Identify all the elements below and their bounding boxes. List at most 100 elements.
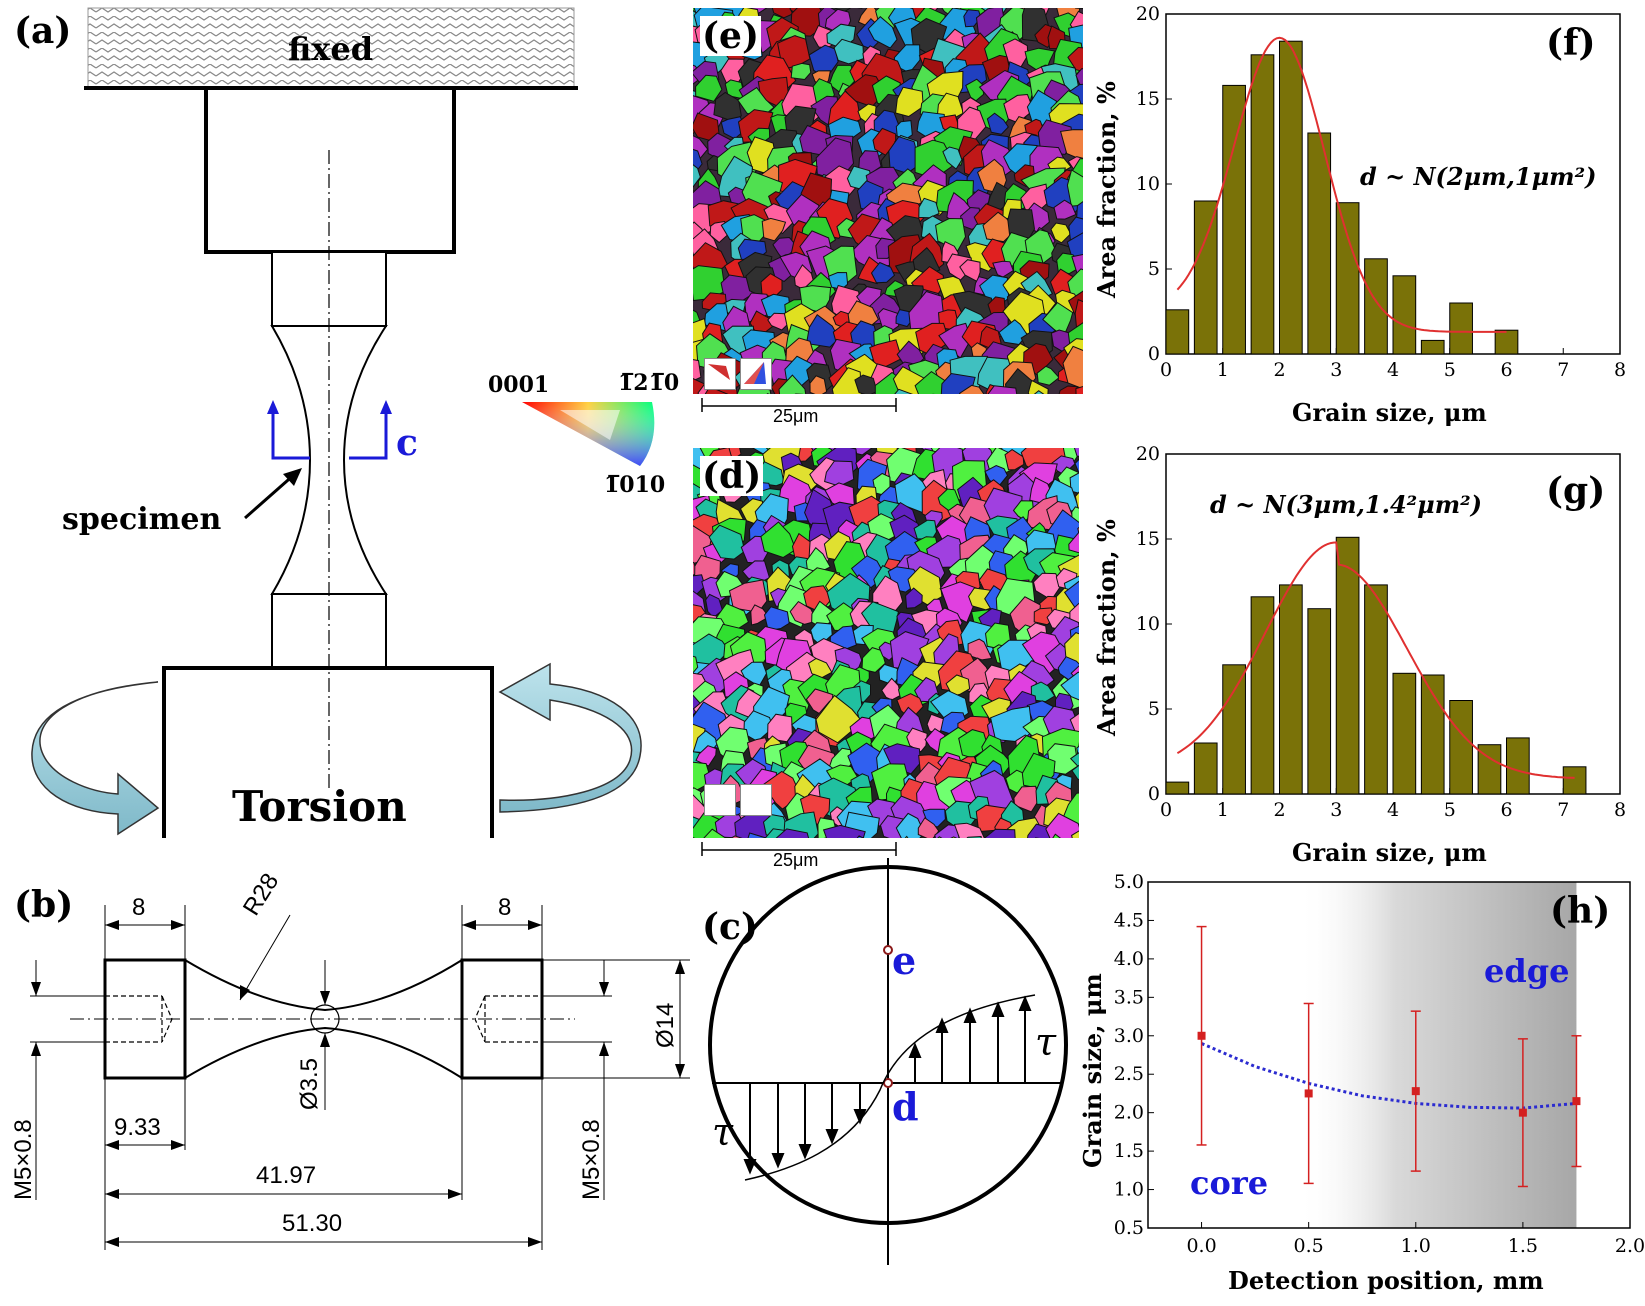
section-c-label: c — [396, 422, 418, 464]
section-c-marker — [271, 410, 388, 460]
y-tick-label: 0 — [1148, 343, 1160, 365]
grain — [1074, 8, 1083, 10]
chart-g-xlabel: Grain size, μm — [1292, 838, 1487, 867]
grain — [967, 638, 993, 661]
chart-h-xlabel: Detection position, mm — [1228, 1266, 1544, 1295]
grain — [966, 835, 982, 838]
panel-e-label: (e) — [700, 15, 761, 57]
x-tick-label: 6 — [1500, 799, 1512, 821]
grain — [809, 375, 828, 394]
grain — [856, 835, 865, 838]
fit-curve — [1176, 541, 1575, 779]
histogram-bar — [1506, 737, 1530, 795]
grain — [1053, 199, 1077, 220]
panel-a-label: (a) — [14, 10, 72, 52]
ipf-1010-label: 1̅010 — [604, 472, 666, 498]
histogram-bar — [1494, 329, 1519, 355]
y-tick-label: 10 — [1136, 613, 1160, 635]
grain — [760, 521, 797, 559]
grain — [1050, 222, 1072, 244]
grain — [1027, 379, 1049, 394]
grain — [693, 359, 702, 382]
core-annotation: core — [1190, 1164, 1269, 1202]
grain — [1074, 491, 1079, 510]
histogram-bar — [1562, 766, 1587, 795]
grain — [1063, 580, 1079, 611]
grain — [1045, 812, 1079, 838]
ebsd-e-legend-icon-2 — [740, 358, 772, 390]
grain — [805, 313, 840, 348]
x-tick-label: 1 — [1217, 799, 1229, 821]
grain — [960, 206, 983, 230]
grain — [833, 38, 865, 65]
grain — [695, 74, 723, 102]
chart-g: 0 1 2 3 4 5 6 7 8 0 5 10 15 20 — [1136, 443, 1630, 870]
grain — [1058, 385, 1078, 394]
grain — [870, 261, 896, 284]
grain — [747, 832, 768, 838]
grain — [894, 388, 914, 394]
grain — [983, 828, 1016, 838]
grain — [771, 8, 794, 19]
data-point — [1304, 1089, 1313, 1098]
lower-grip — [162, 666, 494, 838]
tau-left-label: τ — [712, 1110, 734, 1154]
histogram-bar — [1449, 302, 1473, 355]
grain — [695, 745, 717, 767]
grain — [1073, 448, 1079, 457]
grain — [789, 600, 818, 625]
edge-annotation: edge — [1484, 952, 1570, 990]
grain — [1069, 712, 1079, 736]
grain — [778, 374, 807, 394]
x-tick-label: 8 — [1614, 359, 1626, 381]
x-tick-label: 8 — [1614, 799, 1626, 821]
chart-f-ylabel: Area fraction, % — [1092, 81, 1121, 298]
ipf-1210-label: 1̅21̅0 — [618, 370, 680, 396]
grain — [775, 828, 810, 838]
x-tick-label: 4 — [1387, 359, 1399, 381]
x-tick-label: 5 — [1444, 359, 1456, 381]
x-tick-label: 3 — [1330, 799, 1342, 821]
chart-g-annotation: d ~ N(3μm,1.4²μm²) — [1210, 490, 1483, 519]
grain — [1068, 531, 1079, 554]
x-tick-label: 0 — [1160, 359, 1172, 381]
y-tick-label: 5 — [1148, 698, 1160, 720]
grain — [937, 836, 943, 838]
grain — [905, 587, 923, 609]
grain — [703, 828, 727, 838]
histogram-bar — [1420, 674, 1445, 795]
fixed-label: fixed — [288, 30, 374, 68]
histogram-bar — [1335, 202, 1360, 355]
x-tick-label: 3 — [1330, 359, 1342, 381]
grain — [854, 374, 878, 394]
specimen-label: specimen — [62, 502, 222, 537]
point-d-label: d — [892, 1084, 919, 1129]
grain — [750, 604, 770, 626]
grain — [1075, 385, 1083, 394]
data-point — [1572, 1097, 1581, 1106]
rotation-arrow-left-icon — [31, 681, 160, 836]
y-tick-label: 2.5 — [1114, 1063, 1144, 1085]
chart-f-annotation: d ~ N(2μm,1μm²) — [1360, 162, 1597, 191]
edge-gradient-band — [1297, 882, 1577, 1228]
x-tick-label: 1.0 — [1401, 1235, 1431, 1257]
x-tick-label: 6 — [1500, 359, 1512, 381]
fit-curve — [1176, 36, 1507, 333]
y-tick-label: 4.5 — [1114, 909, 1144, 931]
grain — [906, 727, 928, 753]
y-tick-label: 20 — [1136, 443, 1160, 465]
grain — [831, 367, 862, 394]
x-tick-label: 7 — [1557, 359, 1569, 381]
grain — [693, 164, 701, 188]
grain — [953, 822, 985, 838]
grain — [1071, 830, 1079, 838]
grain — [790, 62, 812, 81]
point-e-label: e — [892, 938, 917, 983]
data-point — [1197, 1031, 1206, 1040]
y-tick-label: 1.5 — [1114, 1140, 1144, 1162]
torsion-label: Torsion — [232, 782, 407, 831]
grain — [1036, 365, 1060, 386]
y-tick-label: 3.0 — [1114, 1025, 1144, 1047]
